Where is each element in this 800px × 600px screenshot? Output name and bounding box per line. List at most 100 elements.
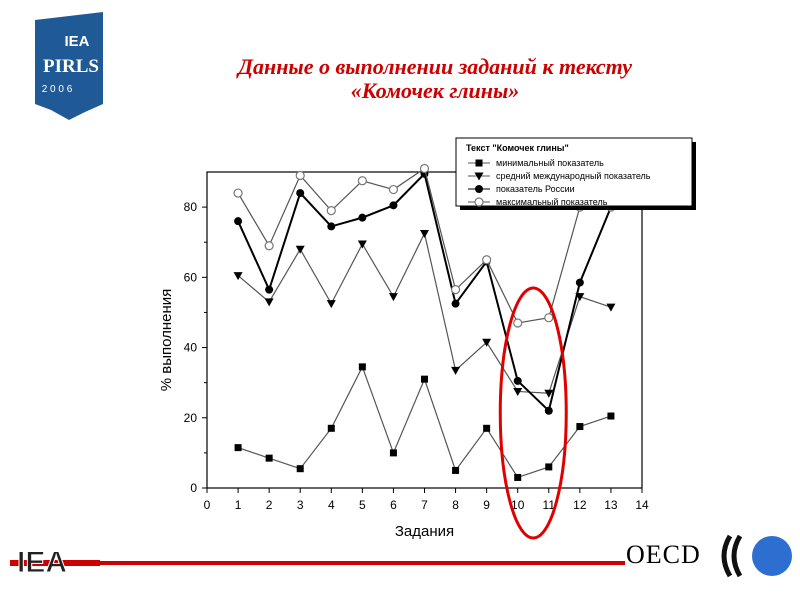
data-point <box>327 222 336 231</box>
data-point <box>357 176 367 186</box>
data-point <box>388 184 399 195</box>
data-point <box>296 465 304 473</box>
data-point <box>234 444 242 452</box>
data-point <box>233 188 243 198</box>
x-tick-label: 13 <box>604 498 618 512</box>
legend-title: Текст "Комочек глины" <box>466 143 569 153</box>
series-line <box>237 231 612 394</box>
x-tick-label: 1 <box>235 498 242 512</box>
data-point <box>233 272 243 281</box>
chart-series <box>233 163 616 481</box>
data-point <box>264 241 274 251</box>
legend-marker <box>475 159 483 167</box>
x-tick-label: 10 <box>511 498 525 512</box>
highlight-ellipse <box>498 286 568 540</box>
y-tick-label: 40 <box>184 341 198 355</box>
data-point <box>389 201 398 210</box>
data-point <box>513 376 522 385</box>
oecd-logo-text: OECD <box>626 540 701 569</box>
legend-marker <box>474 197 484 207</box>
data-point <box>264 298 274 307</box>
x-tick-label: 7 <box>421 498 428 512</box>
legend-marker <box>475 185 483 193</box>
x-tick-label: 4 <box>328 498 335 512</box>
legend-entry: минимальный показатель <box>496 158 604 168</box>
legend-entry: максимальный показатель <box>496 197 608 207</box>
x-axis-label: Задания <box>395 523 454 540</box>
data-point <box>545 463 553 471</box>
page-title: Данные о выполнении заданий к тексту «Ко… <box>150 55 720 103</box>
series-4 <box>233 163 616 328</box>
data-point <box>358 363 366 371</box>
data-point <box>421 375 428 383</box>
data-point <box>295 170 305 181</box>
data-point <box>357 240 367 249</box>
pirls-logo: IEA PIRLS 2 0 0 6 <box>35 12 103 120</box>
chart-legend: Текст "Комочек глины" минимальный показат… <box>455 137 696 210</box>
data-point <box>606 303 616 312</box>
y-tick-label: 20 <box>184 411 198 425</box>
footer-divider <box>85 561 625 565</box>
legend-marker <box>474 172 484 181</box>
x-tick-label: 12 <box>573 498 587 512</box>
data-point <box>514 473 522 481</box>
iea-footer-logo: IEA <box>10 546 100 578</box>
data-point <box>482 255 492 265</box>
oecd-mark-icon <box>721 534 792 578</box>
data-point <box>544 313 554 323</box>
y-tick-label: 80 <box>184 200 198 214</box>
y-tick-label: 60 <box>184 270 198 284</box>
logo-name-text: PIRLS <box>43 56 99 77</box>
data-point <box>576 423 584 431</box>
data-point <box>295 245 305 254</box>
data-point <box>450 285 461 295</box>
x-tick-label: 11 <box>543 498 556 512</box>
data-point <box>327 424 335 432</box>
x-tick-label: 3 <box>297 498 304 512</box>
data-point <box>607 412 615 420</box>
series-2 <box>233 229 616 398</box>
data-point <box>234 217 243 226</box>
data-point <box>513 387 523 396</box>
title-line-2: «Комочек глины» <box>350 78 520 103</box>
data-point <box>389 449 397 457</box>
x-tick-label: 6 <box>390 498 397 512</box>
logo-year-text: 2 0 0 6 <box>42 84 73 95</box>
x-tick-label: 9 <box>483 498 490 512</box>
data-point <box>326 300 336 309</box>
data-point <box>483 424 491 432</box>
x-tick-label: 0 <box>204 498 211 512</box>
y-tick-label: 0 <box>190 481 197 495</box>
title-line-1: Данные о выполнении заданий к тексту <box>237 54 633 79</box>
data-point <box>265 454 273 462</box>
legend-entry: показатель России <box>496 184 575 194</box>
data-point <box>388 293 398 302</box>
data-point <box>451 299 460 308</box>
data-point <box>575 278 584 287</box>
data-point <box>358 213 367 222</box>
data-point <box>482 338 492 347</box>
x-tick-label: 2 <box>266 498 273 512</box>
iea-footer-text: IEA <box>17 546 67 578</box>
legend-box <box>455 137 693 207</box>
data-point <box>326 206 336 216</box>
data-point <box>420 229 429 238</box>
data-point <box>544 389 554 398</box>
chart-annotation <box>498 286 568 540</box>
data-point <box>513 318 523 328</box>
data-point <box>452 466 460 474</box>
series-1 <box>234 363 615 481</box>
data-point <box>296 189 305 198</box>
legend-entry: средний международный показатель <box>496 171 651 181</box>
data-point <box>544 406 553 415</box>
y-axis-label: % выполнения <box>158 289 175 392</box>
x-tick-label: 14 <box>635 498 649 512</box>
data-point <box>419 163 430 174</box>
x-tick-label: 5 <box>359 498 366 512</box>
x-tick-label: 8 <box>452 498 459 512</box>
data-point <box>265 285 274 294</box>
data-point <box>451 366 461 375</box>
logo-brand-text: IEA <box>64 33 89 50</box>
